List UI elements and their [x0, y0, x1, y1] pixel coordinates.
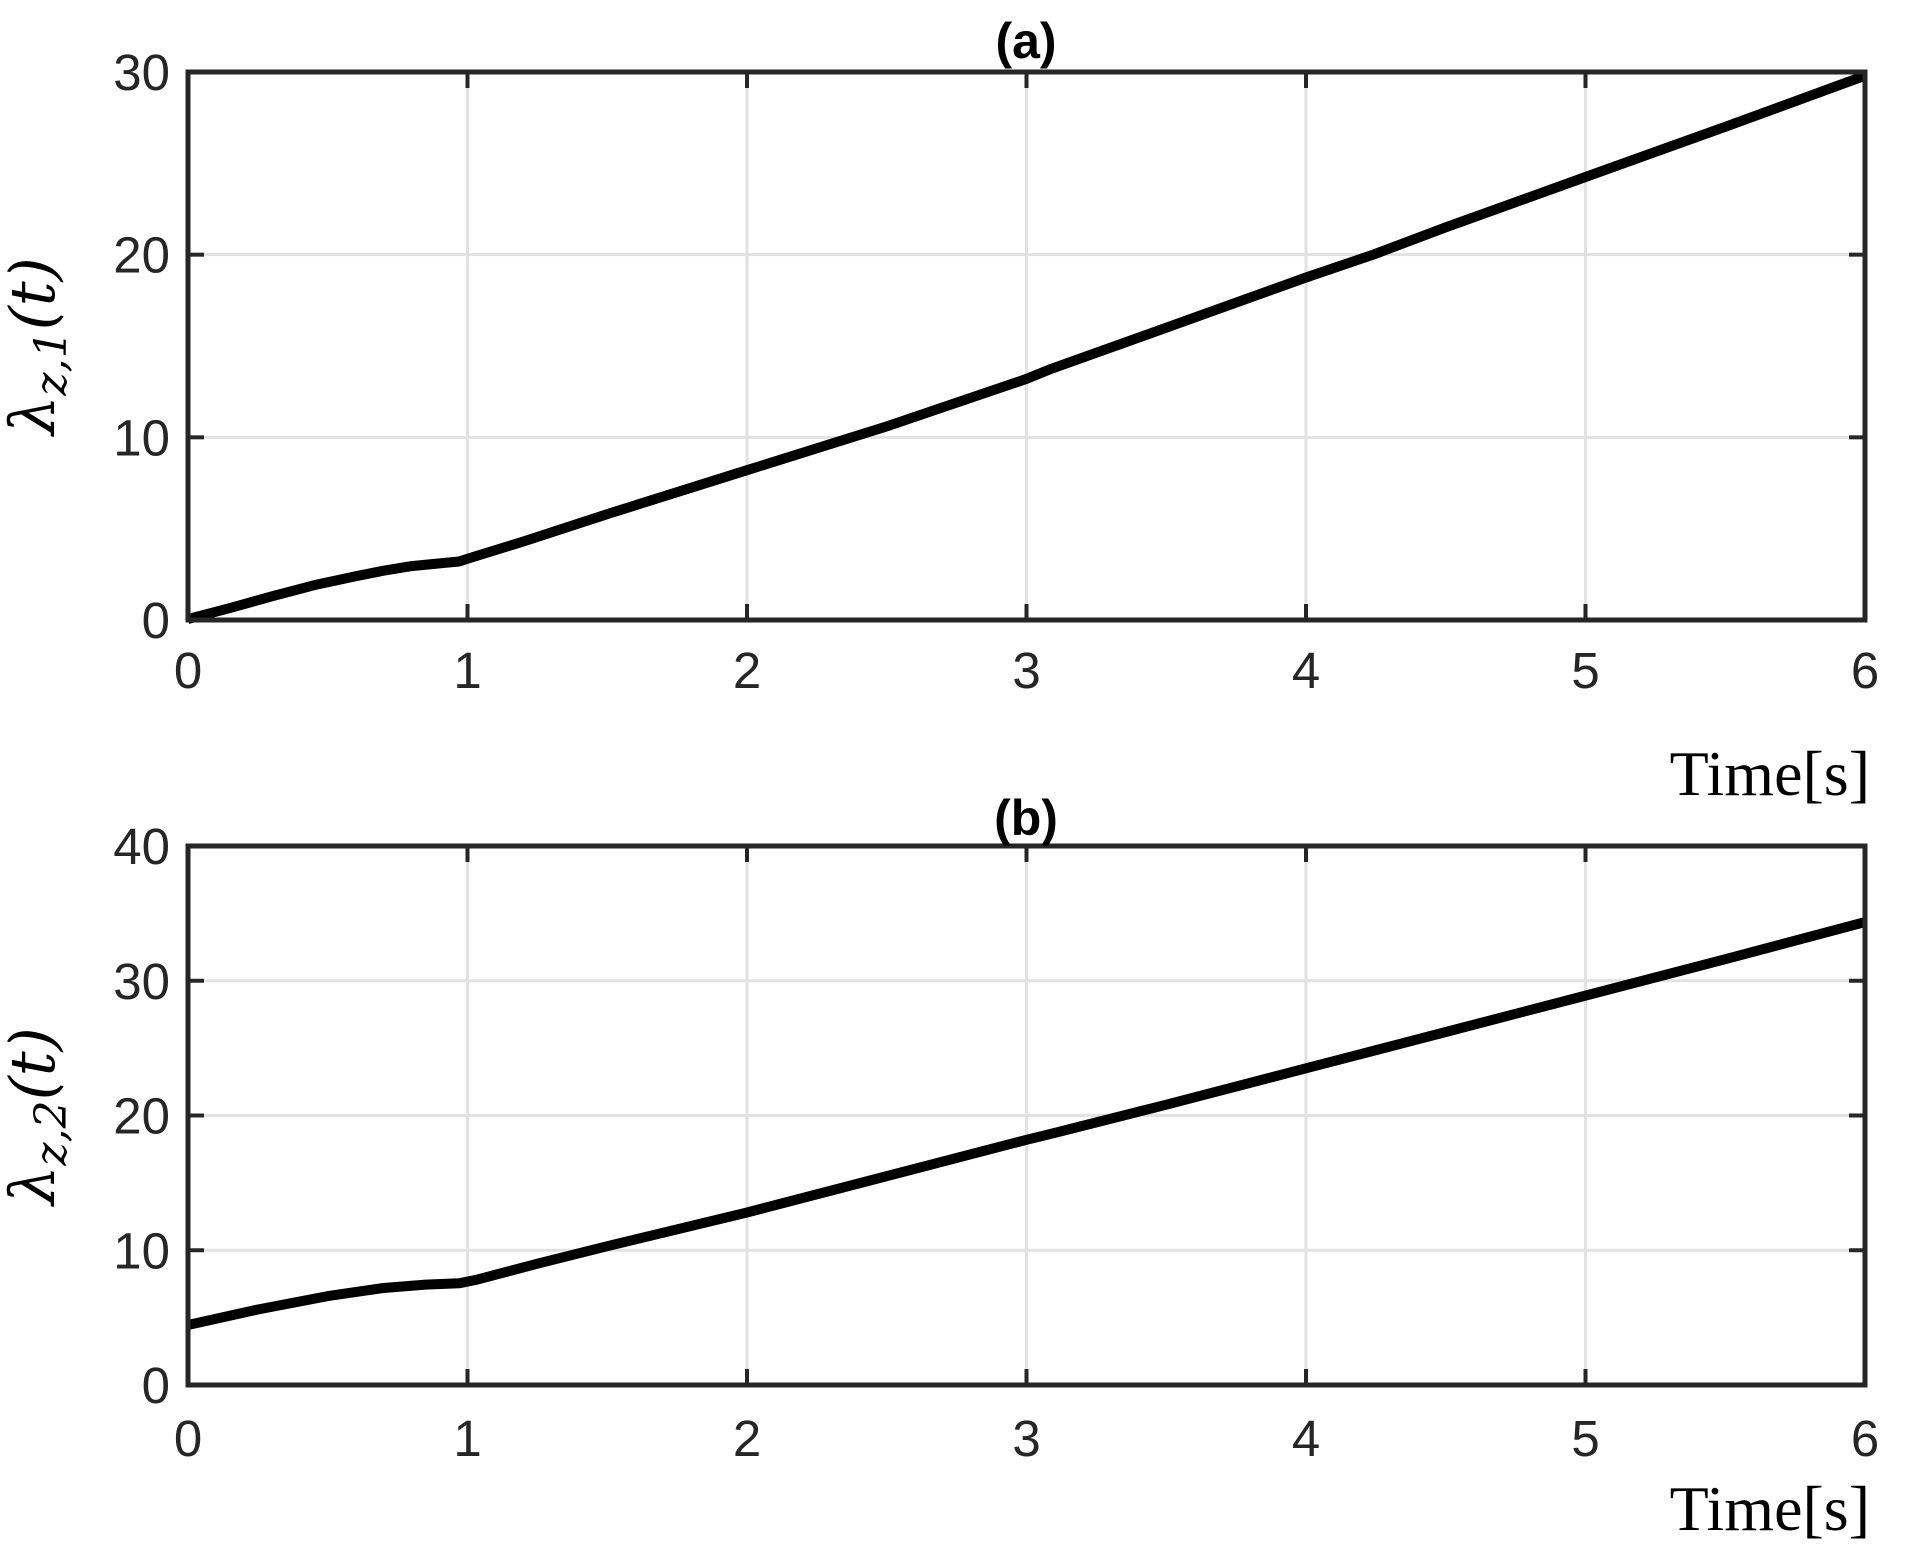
y-tick-label: 20: [113, 1088, 170, 1145]
x-tick-label: 0: [174, 1410, 202, 1467]
x-tick-label: 3: [1012, 1410, 1040, 1467]
lambda-argument: (t): [0, 257, 69, 330]
x-tick-label: 6: [1851, 642, 1879, 699]
panel-a-tick-labels: 0 1 2 3 4 5 6 0 10 20 30: [113, 44, 1879, 699]
panel-b-y-axis-label: λz,2(t): [0, 1027, 77, 1208]
x-tick-label: 3: [1012, 642, 1040, 699]
y-tick-label: 30: [113, 44, 170, 101]
series-lambda_z2: [186, 917, 1867, 1330]
y-tick-label: 20: [113, 227, 170, 284]
panel-b-tick-marks: [186, 844, 1867, 1387]
panel-a-y-axis-label: λz,1(t): [0, 257, 77, 438]
panel-a-title: (a): [995, 13, 1056, 69]
series-lambda_z1: [186, 71, 1867, 624]
y-tick-label: 40: [113, 818, 170, 875]
panel-b-curve: [186, 917, 1867, 1330]
panel-b-grid: [188, 846, 1865, 1385]
y-tick-label: 0: [142, 592, 170, 649]
panel-a-x-axis-label: Time[s]: [1670, 738, 1870, 809]
lambda-argument: (t): [0, 1027, 69, 1100]
panel-b-title: (b): [994, 790, 1058, 846]
panel-a-grid: [188, 72, 1865, 620]
x-tick-label: 6: [1851, 1410, 1879, 1467]
panel-a-tick-marks: [186, 70, 1867, 622]
x-tick-label: 1: [453, 1410, 481, 1467]
x-tick-label: 2: [733, 1410, 761, 1467]
lambda-symbol: λ: [0, 1166, 69, 1208]
lambda-subscript: z,2: [26, 1100, 77, 1166]
panel-b: 0 1 2 3 4 5 6 0 10 20 30 40 (b) λz,2(t) Time[s]: [0, 790, 1879, 1544]
x-tick-label: 5: [1571, 642, 1599, 699]
panel-a-curve: [186, 71, 1867, 624]
y-tick-label: 10: [113, 1222, 170, 1279]
x-tick-label: 2: [733, 642, 761, 699]
x-tick-label: 5: [1571, 1410, 1599, 1467]
x-tick-label: 0: [174, 642, 202, 699]
lambda-symbol: λ: [0, 396, 69, 438]
panel-a: 0 1 2 3 4 5 6 0 10 20 30 (a) λz,1(t) Time[s]: [0, 13, 1879, 809]
y-tick-label: 0: [142, 1357, 170, 1414]
panel-b-tick-labels: 0 1 2 3 4 5 6 0 10 20 30 40: [113, 818, 1879, 1467]
x-tick-label: 4: [1292, 642, 1320, 699]
lambda-subscript: z,1: [26, 330, 77, 396]
x-tick-label: 1: [453, 642, 481, 699]
y-tick-label: 30: [113, 953, 170, 1010]
x-tick-label: 4: [1292, 1410, 1320, 1467]
y-tick-label: 10: [113, 409, 170, 466]
panel-b-x-axis-label: Time[s]: [1670, 1473, 1870, 1544]
